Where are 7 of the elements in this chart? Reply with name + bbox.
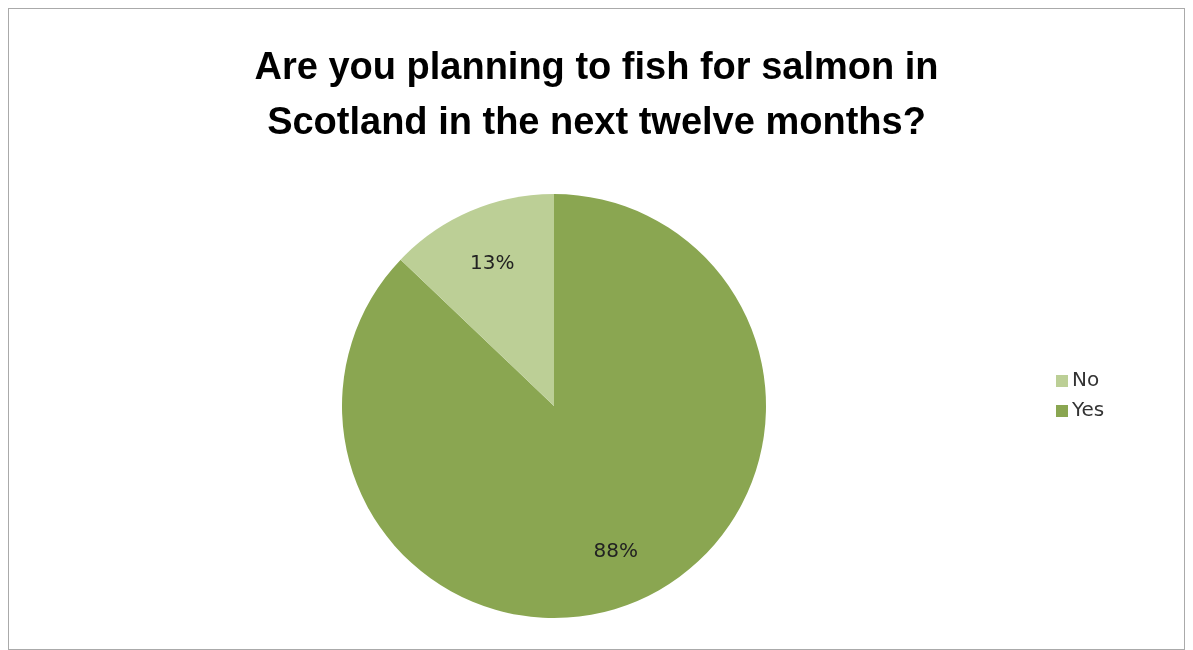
data-label: 88%	[593, 538, 638, 563]
pie-slice	[342, 194, 766, 618]
legend-label: Yes	[1072, 397, 1105, 421]
legend-label: No	[1072, 367, 1100, 391]
data-label: 13%	[470, 249, 515, 274]
chart-title: Are you planning to fish for salmon in Scotland in the next twelve months?	[253, 44, 940, 144]
pie-slice	[400, 194, 554, 406]
